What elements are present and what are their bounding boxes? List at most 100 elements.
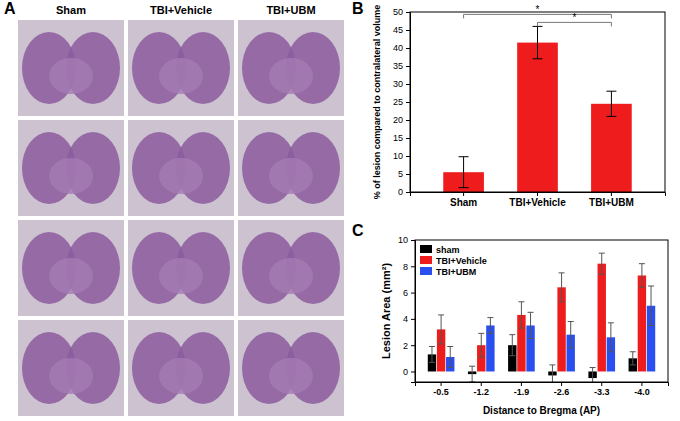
- tick-label: 45: [393, 25, 403, 35]
- image-background: [128, 120, 234, 216]
- error-bar: [533, 26, 543, 58]
- error-bar: [639, 264, 645, 288]
- error-bar: [559, 273, 565, 302]
- tick-mark: [406, 138, 410, 139]
- bar: [638, 276, 646, 372]
- ventral-region: [49, 58, 93, 94]
- tick: 50: [393, 7, 410, 17]
- error-bar: [599, 253, 605, 274]
- tick-label: -4.0: [634, 387, 650, 397]
- image-background: [18, 20, 124, 116]
- column-label: TBI+Vehicle: [150, 4, 212, 16]
- tick-mark: [406, 120, 410, 121]
- tick-mark: [601, 382, 602, 386]
- legend: shamTBI+VehicleTBI+UBM: [420, 245, 487, 277]
- tick: 20: [393, 115, 410, 125]
- brain-section-image: [18, 320, 124, 416]
- tick: -4.0: [634, 382, 650, 397]
- ventral-region: [159, 158, 203, 194]
- tick-mark: [561, 382, 562, 386]
- tick: 30: [393, 79, 410, 89]
- tick: 0: [403, 367, 415, 377]
- tick-mark: [406, 102, 410, 103]
- tick-mark: [411, 319, 415, 320]
- tick-label: 5: [398, 169, 403, 179]
- tick-mark: [406, 84, 410, 85]
- brain-section-image: [238, 120, 344, 216]
- axis-line: [411, 193, 666, 197]
- ventral-region: [269, 358, 313, 394]
- tick-mark: [406, 12, 410, 13]
- plot-frame: [410, 12, 665, 192]
- error-bar: [648, 286, 654, 325]
- image-background: [238, 120, 344, 216]
- brain-section-image: [238, 320, 344, 416]
- ventral-region: [49, 158, 93, 194]
- tick: 25: [393, 97, 410, 107]
- tick-mark: [463, 192, 464, 196]
- tick: -3.3: [594, 382, 610, 397]
- ventral-region: [269, 258, 313, 294]
- column-label: TBI+UBM: [266, 4, 315, 16]
- error-bar: [549, 365, 555, 382]
- tick-mark: [411, 240, 415, 241]
- tick: 10: [393, 151, 410, 161]
- tick: 40: [393, 43, 410, 53]
- tick-label: -1.2: [474, 387, 490, 397]
- tick: 15: [393, 133, 410, 143]
- y-axis-title: Lesion Area (mm²): [380, 263, 392, 360]
- axis-line: [406, 13, 411, 193]
- tick: TBI+Vehicle: [509, 192, 566, 208]
- tick: 10: [398, 235, 415, 245]
- error-bar: [487, 318, 493, 334]
- error-bar: [608, 323, 614, 352]
- tick-label: -0.5: [433, 387, 449, 397]
- tick-label: -1.9: [514, 387, 530, 397]
- axis-line: [416, 383, 669, 387]
- brain-section-image: [128, 120, 234, 216]
- ventral-region: [49, 258, 93, 294]
- tick-mark: [411, 371, 415, 372]
- y-axis-title: % of lesion compared to contralateral vo…: [372, 5, 382, 200]
- panel-label: C: [352, 222, 364, 239]
- x-axis: -0.5-1.2-1.9-2.6-3.3-4.0: [416, 382, 669, 397]
- image-background: [238, 220, 344, 316]
- significance-marker: *: [536, 4, 540, 15]
- tick-label: TBI+Vehicle: [509, 197, 566, 208]
- tick-label: 0: [398, 187, 403, 197]
- y-axis: 0246810: [398, 235, 416, 382]
- ventral-region: [159, 358, 203, 394]
- tick: -0.5: [433, 382, 449, 397]
- plot-area: [428, 253, 655, 382]
- bar: [598, 264, 606, 372]
- tick-mark: [521, 382, 522, 386]
- tick-label: 50: [393, 7, 403, 17]
- legend-label: TBI+UBM: [436, 267, 476, 277]
- brain-section-image: [128, 20, 234, 116]
- tick: TBI+UBM: [589, 192, 634, 208]
- error-bar: [469, 366, 475, 382]
- bar: [517, 43, 558, 192]
- image-background: [238, 320, 344, 416]
- tick-label: 30: [393, 79, 403, 89]
- brain-section-image: [128, 320, 234, 416]
- error-bar: [438, 315, 444, 344]
- tick-label: Sham: [450, 197, 477, 208]
- tick-mark: [406, 30, 410, 31]
- error-bar: [528, 312, 534, 338]
- tick: -1.9: [514, 382, 530, 397]
- tick: Sham: [450, 192, 477, 208]
- error-bar: [630, 352, 636, 365]
- tick-mark: [481, 382, 482, 386]
- ventral-region: [49, 358, 93, 394]
- legend-label: sham: [436, 245, 460, 255]
- column-label: Sham: [56, 4, 86, 16]
- tick-mark: [406, 174, 410, 175]
- tick: 4: [403, 314, 415, 324]
- error-bar: [447, 347, 453, 368]
- tick-mark: [611, 192, 612, 196]
- tick: -1.2: [474, 382, 490, 397]
- error-bar: [606, 91, 616, 116]
- tick: 45: [393, 25, 410, 35]
- tick: 35: [393, 61, 410, 71]
